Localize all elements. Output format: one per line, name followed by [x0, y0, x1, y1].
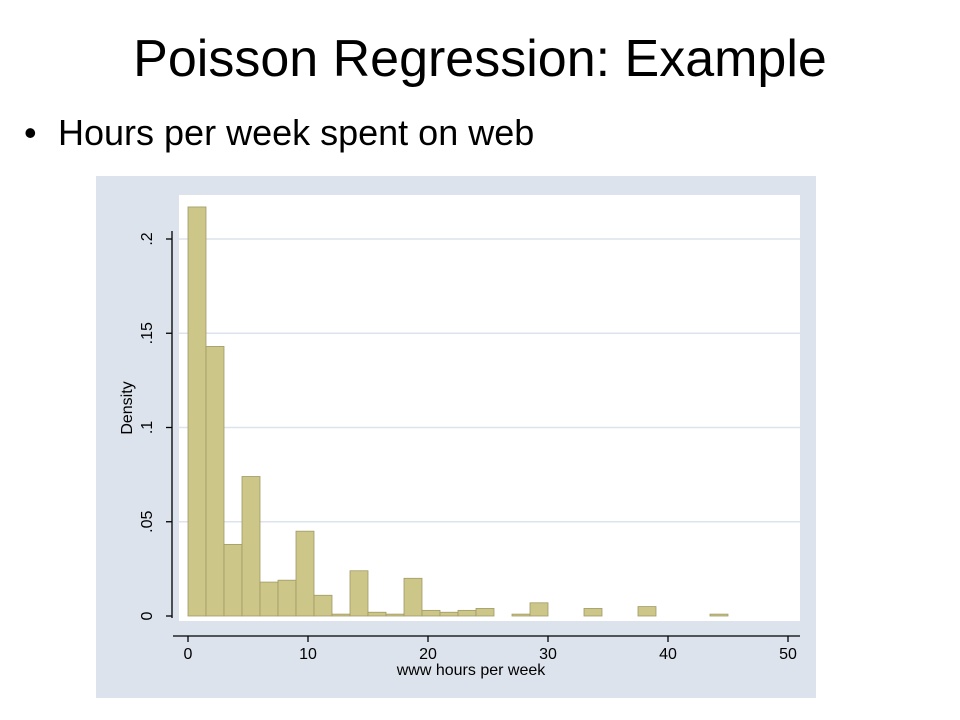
histogram-bar-5 — [277, 579, 297, 617]
x-tick-label-5: 50 — [779, 646, 797, 663]
histogram-bar-2 — [223, 543, 243, 617]
histogram-bar-29 — [709, 613, 729, 617]
plot-area-background — [179, 195, 800, 621]
y-tick-label-0: 0 — [139, 611, 156, 620]
histogram-bar-8 — [331, 613, 351, 617]
bullet-marker: • — [24, 112, 37, 153]
histogram-bar-12 — [403, 577, 423, 617]
histogram-bar-15 — [457, 609, 477, 617]
y-tick-label-4: .2 — [139, 232, 156, 245]
histogram-bar-18 — [511, 613, 531, 617]
histogram-bar-11 — [385, 613, 405, 617]
histogram-bar-3 — [241, 476, 261, 617]
axes: 0 10 20 30 40 50 0 .05 .1 .15 .2 — [139, 231, 800, 663]
bars — [187, 206, 729, 617]
x-tick-label-1: 10 — [299, 646, 317, 663]
histogram-bar-6 — [295, 530, 315, 617]
bullet-item: • Hours per week spent on web — [24, 112, 534, 154]
x-tick-label-0: 0 — [184, 646, 193, 663]
histogram-bar-4 — [259, 581, 279, 617]
y-tick-label-3: .15 — [139, 322, 156, 344]
histogram-bar-9 — [349, 570, 369, 617]
x-tick-label-4: 40 — [659, 646, 677, 663]
histogram-bar-7 — [313, 594, 333, 617]
y-tick-label-2: .1 — [139, 421, 156, 434]
histogram-chart: 0 10 20 30 40 50 0 .05 .1 .15 .2 www hours per wee… — [96, 176, 816, 698]
histogram-bar-14 — [439, 611, 459, 617]
histogram-bar-22 — [583, 608, 603, 617]
histogram-bar-1 — [205, 346, 225, 617]
histogram-svg: 0 10 20 30 40 50 0 .05 .1 .15 .2 www hours per wee… — [96, 176, 816, 698]
histogram-bar-0 — [187, 206, 207, 617]
histogram-bar-16 — [475, 608, 495, 617]
slide-title: Poisson Regression: Example — [133, 30, 827, 88]
x-tick-label-2: 20 — [419, 646, 437, 663]
histogram-bar-25 — [637, 606, 657, 617]
histogram-bar-19 — [529, 602, 549, 617]
histogram-bar-10 — [367, 611, 387, 617]
y-tick-label-1: .05 — [139, 511, 156, 533]
y-axis-title: Density — [119, 381, 136, 434]
x-tick-label-3: 30 — [539, 646, 557, 663]
x-axis-title: www hours per week — [396, 662, 547, 679]
gridlines — [179, 238, 800, 523]
bullet-text: Hours per week spent on web — [58, 112, 535, 153]
histogram-bar-13 — [421, 609, 441, 617]
